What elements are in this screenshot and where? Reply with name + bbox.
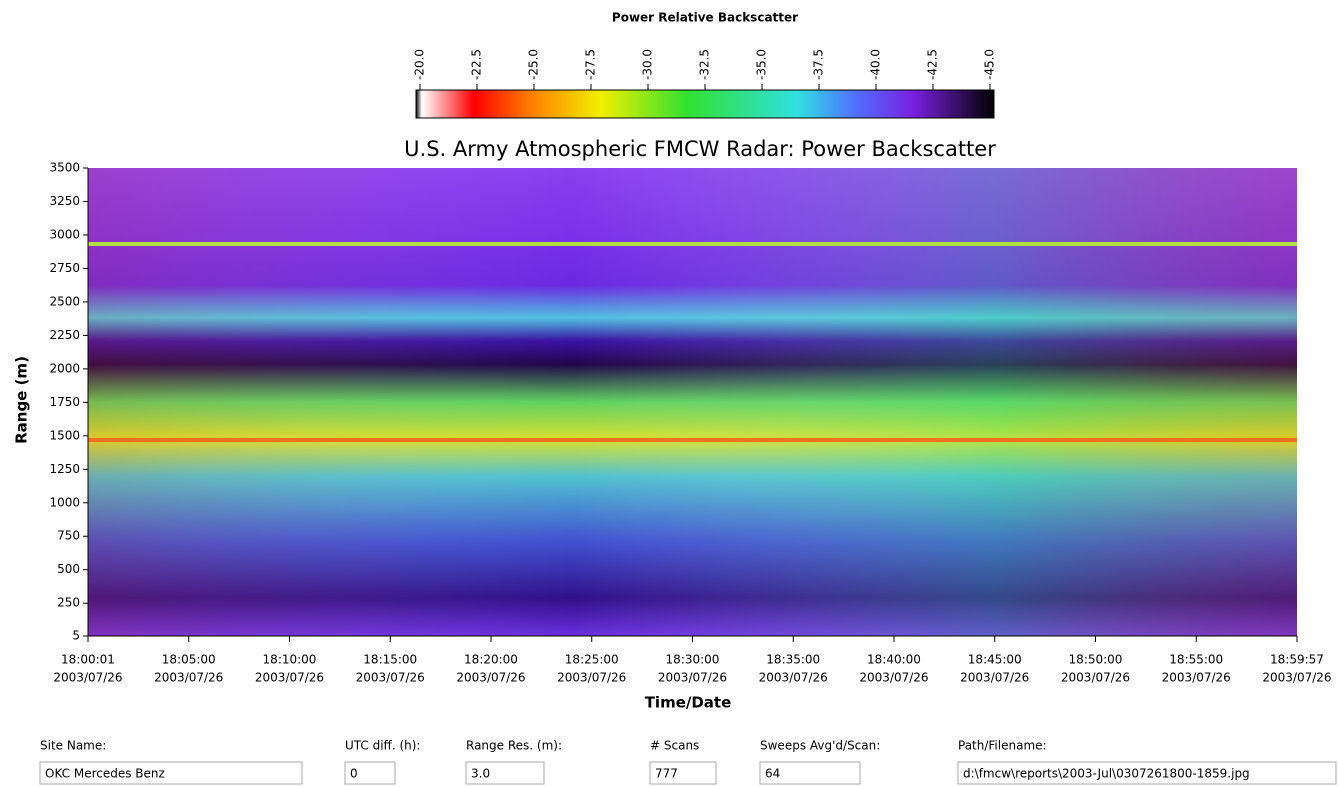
x-tick-time: 18:10:00 xyxy=(263,653,317,667)
colorbar-tick-label: -35.0 xyxy=(755,49,769,80)
field-value: 64 xyxy=(765,767,780,781)
radar-band xyxy=(88,438,1297,442)
x-tick-time: 18:55:00 xyxy=(1169,653,1223,667)
y-tick-label: 750 xyxy=(57,529,80,543)
colorbar-tick-label: -25.0 xyxy=(527,49,541,80)
x-tick-date: 2003/07/26 xyxy=(859,671,928,685)
x-tick-date: 2003/07/26 xyxy=(53,671,122,685)
x-tick-time: 18:40:00 xyxy=(867,653,921,667)
y-tick-label: 1500 xyxy=(49,428,80,442)
x-tick-time: 18:45:00 xyxy=(968,653,1022,667)
colorbar-tick-label: -30.0 xyxy=(641,49,655,80)
screenshot: Power Relative Backscatter U.S. Army Atm… xyxy=(0,0,1339,787)
field-value: 3.0 xyxy=(471,767,490,781)
colorbar-tick-label: -45.0 xyxy=(983,49,997,80)
x-tick-time: 18:15:00 xyxy=(363,653,417,667)
y-tick-label: 2000 xyxy=(49,361,80,375)
y-tick-label: 1250 xyxy=(49,462,80,476)
x-tick-date: 2003/07/26 xyxy=(658,671,727,685)
field-label: Path/Filename: xyxy=(958,739,1047,753)
x-tick-date: 2003/07/26 xyxy=(759,671,828,685)
colorbar-tick-label: -27.5 xyxy=(584,49,598,80)
chart-title: U.S. Army Atmospheric FMCW Radar: Power … xyxy=(404,137,996,161)
y-tick-label: 1000 xyxy=(49,495,80,509)
y-tick-label: 500 xyxy=(57,562,80,576)
field-value: d:\fmcw\reports\2003-Jul\0307261800-1859… xyxy=(963,767,1250,781)
colorbar-gradient xyxy=(416,90,994,118)
y-tick-label: 250 xyxy=(57,596,80,610)
x-tick-time: 18:25:00 xyxy=(565,653,619,667)
colorbar-tick-label: -20.0 xyxy=(413,49,427,80)
field-value: 777 xyxy=(655,767,678,781)
x-tick-time: 18:59:57 xyxy=(1270,653,1324,667)
x-tick-date: 2003/07/26 xyxy=(154,671,223,685)
x-tick-date: 2003/07/26 xyxy=(1262,671,1331,685)
x-tick-date: 2003/07/26 xyxy=(356,671,425,685)
y-tick-label: 2750 xyxy=(49,261,80,275)
colorbar-tick-label: -40.0 xyxy=(869,49,883,80)
colorbar-tick-label: -42.5 xyxy=(926,49,940,80)
y-tick-label: 2250 xyxy=(49,328,80,342)
y-axis-title: Range (m) xyxy=(13,356,31,444)
x-tick-date: 2003/07/26 xyxy=(255,671,324,685)
x-tick-time: 18:30:00 xyxy=(666,653,720,667)
x-tick-time: 18:50:00 xyxy=(1069,653,1123,667)
field-label: # Scans xyxy=(650,739,699,753)
x-tick-time: 18:05:00 xyxy=(162,653,216,667)
y-tick-label: 5 xyxy=(72,629,80,643)
field-value: 0 xyxy=(350,767,358,781)
x-tick-date: 2003/07/26 xyxy=(557,671,626,685)
x-tick-time: 18:35:00 xyxy=(766,653,820,667)
field-label: Range Res. (m): xyxy=(466,739,562,753)
x-tick-date: 2003/07/26 xyxy=(1061,671,1130,685)
field-label: UTC diff. (h): xyxy=(345,739,420,753)
radar-band xyxy=(88,242,1297,246)
x-tick-time: 18:00:01 xyxy=(61,653,115,667)
field-label: Site Name: xyxy=(40,739,106,753)
x-tick-date: 2003/07/26 xyxy=(456,671,525,685)
y-tick-label: 3000 xyxy=(49,227,80,241)
colorbar-tick-label: -37.5 xyxy=(812,49,826,80)
y-tick-label: 3250 xyxy=(49,194,80,208)
y-tick-label: 1750 xyxy=(49,395,80,409)
field-value: OKC Mercedes Benz xyxy=(45,767,165,781)
colorbar-tick-label: -22.5 xyxy=(470,49,484,80)
y-tick-label: 2500 xyxy=(49,294,80,308)
colorbar-tick-label: -32.5 xyxy=(698,49,712,80)
x-axis-title: Time/Date xyxy=(645,694,732,712)
colorbar-title: Power Relative Backscatter xyxy=(612,11,798,25)
x-tick-date: 2003/07/26 xyxy=(1162,671,1231,685)
x-tick-date: 2003/07/26 xyxy=(960,671,1029,685)
y-tick-label: 3500 xyxy=(49,161,80,175)
radar-image-overlay xyxy=(88,168,1297,636)
x-tick-time: 18:20:00 xyxy=(464,653,518,667)
field-label: Sweeps Avg'd/Scan: xyxy=(760,739,880,753)
